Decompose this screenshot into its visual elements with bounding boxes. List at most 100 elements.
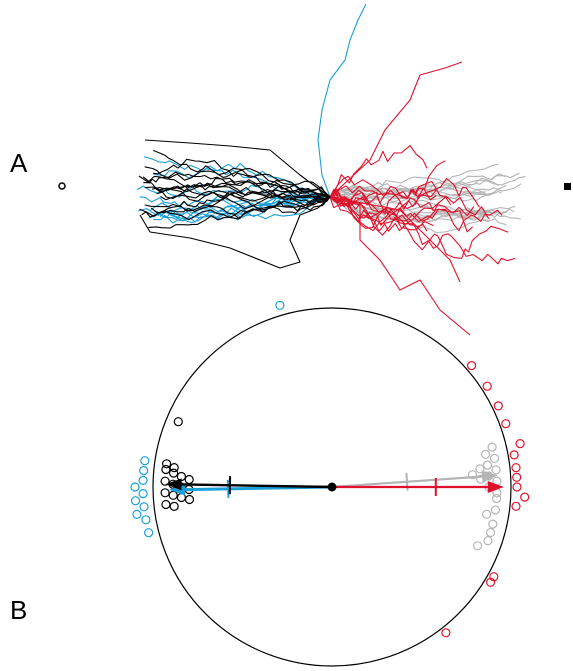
black-data-point [162,459,172,469]
gray-data-point [490,505,500,515]
red-data-point [520,492,530,502]
gray-arrowhead [481,470,499,483]
red-data-point [511,501,521,511]
gray-data-point [473,541,483,551]
black-trajectory [160,190,331,210]
open-circle-icon [58,182,66,190]
gray-data-point [492,493,502,504]
red-trajectory [329,180,452,206]
black-trajectory [144,166,331,198]
red-data-point [501,419,511,429]
gray-data-point [483,536,493,546]
red-arrowhead [487,481,504,493]
red-trajectory [329,145,428,198]
blue-data-point [132,509,142,520]
red-data-point [482,381,492,391]
black-trajectory [158,187,331,201]
data-points [130,300,530,638]
gray-trajectory [329,163,499,200]
red-trajectory [329,175,503,232]
blue-data-point [275,300,285,310]
black-trajectories [138,139,331,269]
blue-data-point [139,502,149,512]
red-trajectory [329,188,438,232]
black-data-point [173,417,183,427]
gray-trajectory [329,182,507,201]
red-trajectory [329,188,475,226]
black-data-point [169,501,179,511]
red-data-point [512,482,522,492]
black-data-point [160,476,170,486]
red-trajectory [329,160,446,215]
black-data-point [168,490,178,500]
mean-vectors [165,470,504,498]
black-trajectory [144,139,331,198]
red-trajectory [329,196,471,336]
gray-data-point [489,453,500,463]
red-trajectory [329,196,461,283]
black-trajectory [151,186,331,206]
panel-b-circular-plot [130,300,530,667]
blue-trajectory [148,196,331,221]
red-trajectory [329,195,428,232]
blue-trajectory [317,3,367,198]
red-data-point [467,361,477,371]
black-data-point [169,463,179,473]
blue-data-point [130,496,141,506]
gray-trajectory [329,190,499,214]
blue-data-point [139,465,149,476]
red-data-point [515,439,525,449]
origin-point [327,482,337,492]
gray-mean-vector [331,475,489,489]
red-data-point [509,450,519,460]
red-data-point [486,577,496,587]
gray-data-point [481,449,491,459]
black-data-point [161,499,171,510]
black-trajectory [148,196,331,229]
gray-data-point [488,519,498,529]
black-trajectory [144,183,331,198]
gray-data-point [482,460,493,470]
gray-trajectory [329,180,499,198]
red-data-point [493,401,503,411]
black-data-point [169,468,179,478]
gray-data-point [475,464,485,474]
panel-a-trajectories [58,3,571,336]
red-trajectory [329,196,434,232]
black-data-point [161,464,171,475]
black-trajectory [142,175,331,206]
gray-data-point [491,465,501,475]
gray-data-point [487,442,497,452]
black-trajectory [139,196,331,269]
filled-square-icon [564,183,571,190]
gray-data-point [467,470,478,480]
gray-data-point [482,509,492,519]
panel-label-a: A [10,148,28,178]
black-arrowhead [165,478,182,491]
black-data-point [184,494,195,505]
blue-data-point [130,482,140,492]
red-trajectories [329,61,516,336]
black-trajectory [143,177,331,201]
red-data-point [441,628,451,638]
blue-data-point [144,528,154,538]
gray-data-point [486,527,496,538]
black-trajectory [141,189,331,218]
blue-data-point [140,456,150,466]
black-data-point [184,474,194,485]
red-data-point [512,472,522,482]
red-trajectory [329,196,509,259]
unit-circle [152,307,512,667]
blue-data-point [138,489,148,499]
blue-data-point [141,515,151,525]
black-mean-vector [175,483,333,489]
red-data-point [511,463,521,473]
black-trajectory [156,179,331,198]
black-trajectory [150,196,331,216]
black-trajectory [138,171,331,198]
black-data-point [160,488,170,498]
blue-data-point [138,475,148,485]
panel-label-b: B [10,595,28,625]
red-trajectory [329,61,463,198]
